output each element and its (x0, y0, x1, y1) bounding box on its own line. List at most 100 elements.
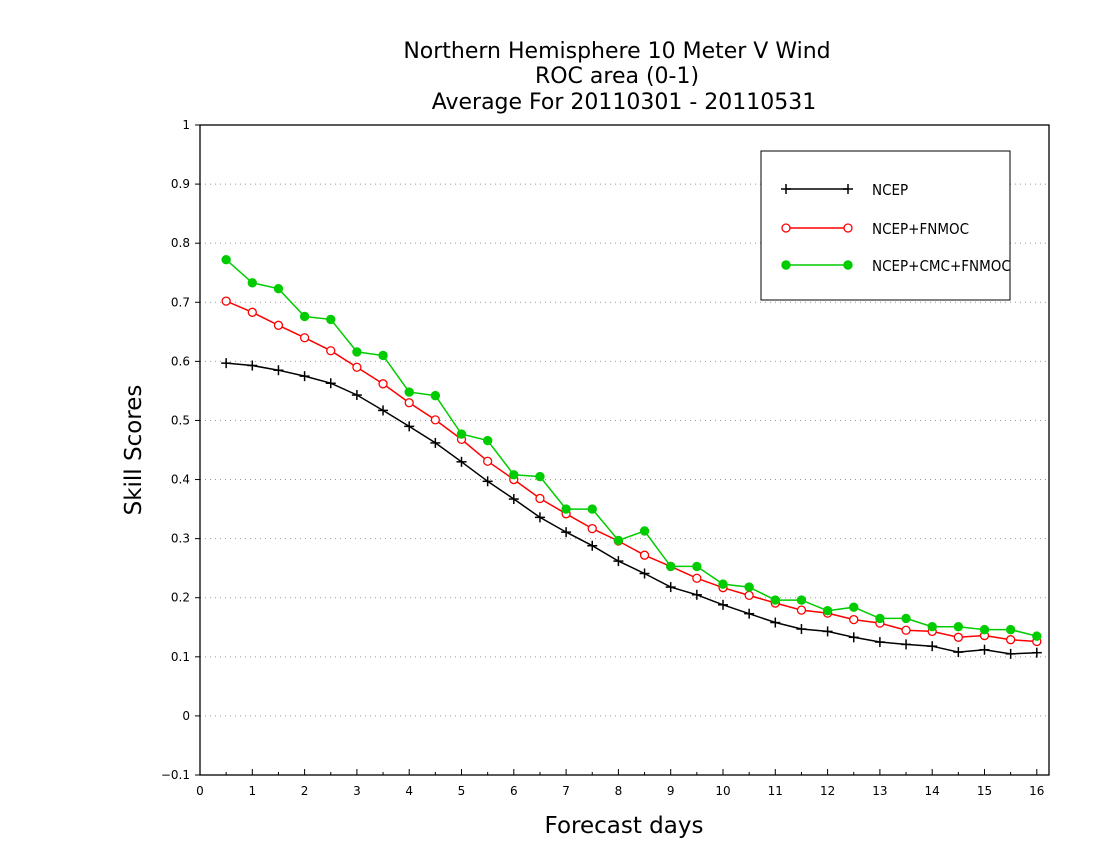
x-tick-label-13: 13 (872, 784, 887, 798)
data-point-1-28 (953, 632, 963, 642)
y-tick-label-8: 0.7 (171, 295, 190, 309)
data-point-1-2 (273, 320, 284, 330)
data-point-1-7 (404, 398, 414, 408)
y-tick-label-11: 1 (182, 118, 190, 132)
x-tick-label-16: 16 (1029, 784, 1044, 798)
data-point-1-26 (901, 625, 911, 635)
x-tick-label-7: 7 (562, 784, 570, 798)
series-2 (221, 255, 1042, 641)
data-point-0-13 (561, 527, 572, 538)
legend-marker-end-0 (843, 184, 853, 194)
data-point-1-8 (430, 415, 441, 425)
series-line-0 (226, 362, 1037, 655)
x-tick-label-11: 11 (768, 784, 783, 798)
x-tick-label-3: 3 (353, 784, 361, 798)
data-point-0-31 (1031, 647, 1042, 658)
legend-marker-end-1 (843, 223, 853, 233)
y-tick-label-6: 0.5 (171, 413, 190, 427)
data-point-2-27 (927, 621, 937, 632)
data-point-2-0 (221, 255, 231, 265)
x-tick-label-12: 12 (820, 784, 835, 798)
data-point-2-26 (901, 613, 911, 624)
data-point-0-14 (587, 540, 598, 551)
x-tick-label-6: 6 (510, 784, 518, 798)
legend-label-2: NCEP+CMC+FNMOC (872, 257, 1011, 275)
data-point-2-6 (378, 350, 388, 361)
x-tick-label-14: 14 (925, 784, 940, 798)
data-point-0-7 (404, 421, 415, 432)
legend-marker-start-2 (781, 260, 791, 270)
legend-marker-start-1 (781, 223, 791, 233)
data-point-1-18 (692, 573, 702, 583)
data-point-0-22 (796, 624, 807, 635)
data-point-0-4 (325, 378, 336, 389)
data-point-1-16 (639, 550, 650, 560)
data-point-2-29 (979, 624, 990, 635)
legend-item-0: NCEP (781, 181, 908, 199)
y-axis-title: Skill Scores (121, 385, 147, 516)
data-point-1-4 (326, 346, 336, 356)
axes: −0.100.10.20.30.40.50.60.70.80.910 1 2 3 4 5 6… (161, 118, 1050, 798)
y-tick-label-7: 0.6 (171, 354, 190, 368)
data-point-2-25 (875, 613, 885, 624)
data-point-2-28 (953, 621, 964, 632)
data-point-2-8 (430, 390, 441, 401)
x-tick-label-4: 4 (405, 784, 413, 798)
data-point-0-2 (273, 365, 284, 376)
legend-item-1: NCEP+FNMOC (781, 220, 969, 238)
data-point-0-6 (378, 405, 389, 416)
x-tick-label-8: 8 (615, 784, 623, 798)
data-point-2-3 (299, 311, 310, 322)
data-point-0-12 (534, 512, 545, 523)
data-point-0-30 (1005, 648, 1016, 659)
data-point-2-15 (613, 535, 624, 546)
data-point-0-15 (613, 556, 624, 567)
data-point-0-26 (901, 639, 912, 650)
x-tick-label-15: 15 (977, 784, 992, 798)
x-tick-label-2: 2 (301, 784, 309, 798)
y-tick-label-2: 0.1 (171, 650, 190, 664)
data-point-1-24 (849, 614, 859, 625)
series-line-2 (225, 259, 1037, 637)
x-tick-label-0: 0 (196, 784, 204, 798)
data-point-1-6 (378, 379, 388, 389)
data-point-0-24 (848, 632, 859, 643)
data-point-0-23 (822, 626, 833, 637)
data-point-2-1 (247, 278, 258, 288)
data-point-2-10 (482, 435, 493, 446)
data-point-0-8 (430, 437, 441, 448)
data-point-2-18 (692, 561, 702, 572)
data-point-2-2 (273, 283, 284, 294)
data-point-0-11 (508, 494, 519, 505)
data-point-0-5 (351, 390, 362, 401)
data-point-2-31 (1032, 631, 1042, 641)
data-point-0-17 (665, 582, 676, 593)
data-point-0-0 (221, 358, 232, 369)
data-point-1-12 (535, 493, 545, 504)
data-point-2-21 (770, 595, 780, 605)
y-tick-label-1: 0 (182, 709, 190, 723)
data-point-2-7 (404, 387, 414, 397)
data-point-1-1 (247, 307, 257, 317)
data-point-0-1 (247, 360, 258, 371)
data-point-2-24 (849, 602, 859, 612)
legend-item-2: NCEP+CMC+FNMOC (781, 257, 1011, 275)
x-tick-label-5: 5 (458, 784, 466, 798)
plot-frame (199, 124, 1050, 776)
x-axis-title: Forecast days (545, 813, 704, 839)
data-point-2-12 (535, 471, 545, 482)
data-point-1-3 (299, 333, 310, 343)
data-point-0-16 (639, 568, 650, 579)
data-point-2-30 (1005, 624, 1016, 635)
data-point-0-28 (953, 647, 964, 658)
series-line-1 (225, 300, 1037, 643)
data-point-2-13 (561, 504, 571, 514)
data-point-0-3 (299, 371, 310, 382)
data-point-0-21 (770, 617, 781, 628)
data-point-2-5 (352, 347, 362, 357)
series-1 (221, 296, 1042, 647)
data-point-1-30 (1006, 635, 1016, 645)
data-point-0-10 (482, 476, 493, 487)
